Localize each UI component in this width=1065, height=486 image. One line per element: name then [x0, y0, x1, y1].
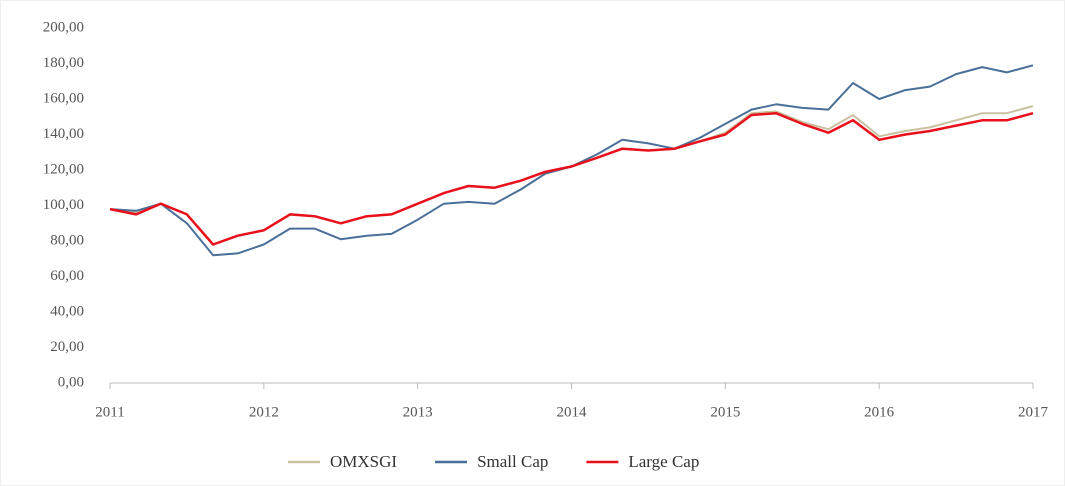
x-tick-label: 2013 — [403, 404, 433, 420]
legend-label: OMXSGI — [330, 452, 397, 471]
y-tick-label: 20,00 — [50, 339, 84, 355]
x-tick-label: 2016 — [864, 404, 895, 420]
series-line — [109, 111, 1034, 246]
y-tick-label: 80,00 — [50, 232, 84, 248]
legend-label: Large Cap — [628, 452, 699, 471]
y-tick-label: 180,00 — [43, 55, 84, 71]
x-tick-label: 2015 — [710, 404, 740, 420]
legend-label: Small Cap — [477, 452, 548, 471]
y-tick-label: 40,00 — [50, 303, 84, 319]
y-tick-label: 140,00 — [43, 126, 84, 142]
y-tick-label: 160,00 — [43, 90, 84, 106]
y-tick-label: 120,00 — [43, 161, 84, 177]
y-tick-label: 0,00 — [58, 374, 84, 390]
x-tick-label: 2017 — [1018, 404, 1049, 420]
y-tick-label: 60,00 — [50, 268, 84, 284]
y-tick-label: 200,00 — [43, 19, 84, 35]
x-tick-label: 2012 — [249, 404, 279, 420]
x-tick-label: 2011 — [95, 404, 124, 420]
x-tick-label: 2014 — [557, 404, 588, 420]
y-tick-label: 100,00 — [43, 197, 84, 213]
